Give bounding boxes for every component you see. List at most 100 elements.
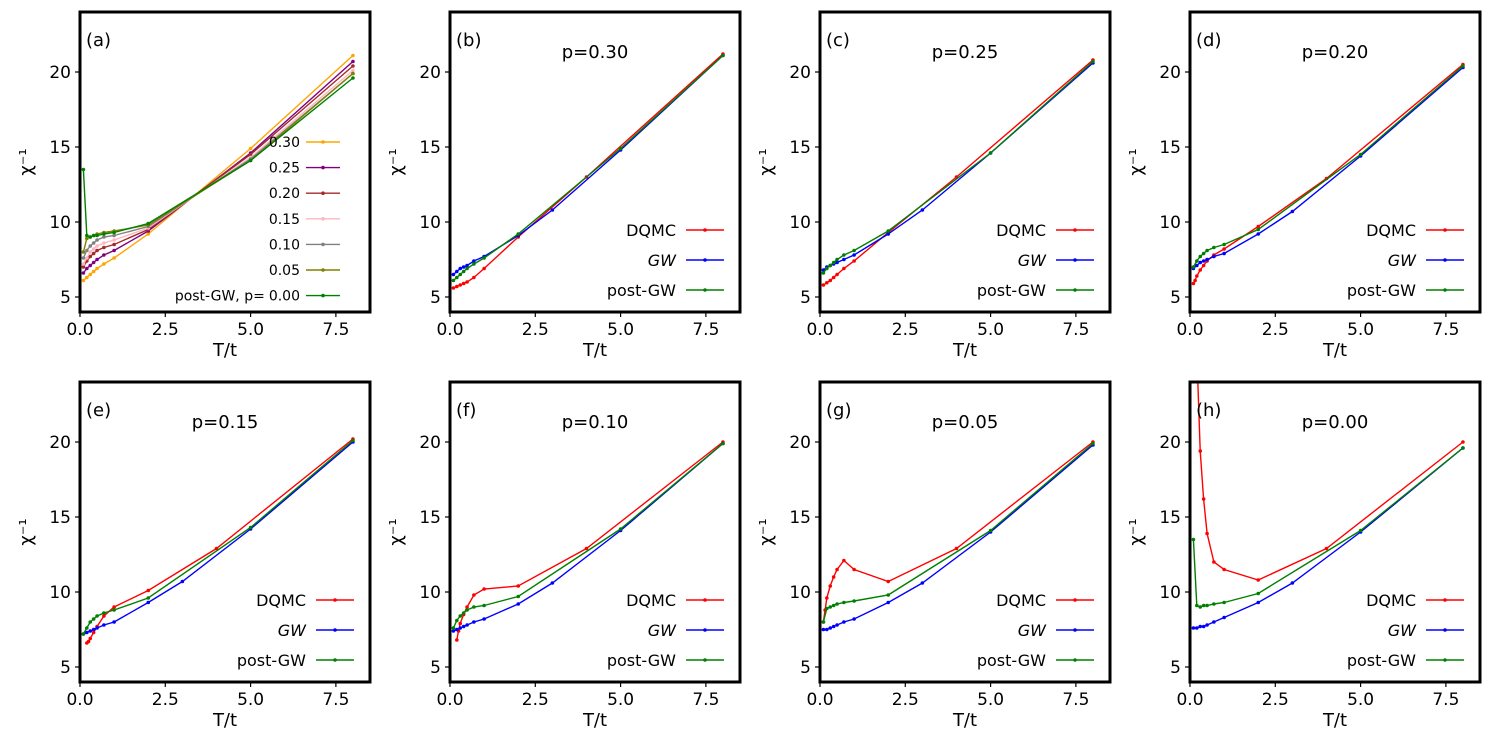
- series-0-00-point: [102, 232, 106, 236]
- series-0-20-point: [91, 251, 96, 256]
- series-post-gw-line: [452, 442, 724, 629]
- series-0-25-point: [95, 257, 99, 262]
- series-post-gw-point: [1358, 152, 1363, 157]
- series-0-25-point: [351, 59, 355, 64]
- series-post-gw-point: [451, 278, 456, 283]
- series-post-gw-point: [842, 600, 846, 605]
- series-post-gw-point: [465, 266, 469, 271]
- series-0-10-point: [88, 244, 93, 248]
- legend-entry-label: 0.20: [269, 186, 300, 202]
- series-gw-point: [1191, 626, 1196, 630]
- series-post-gw-point: [1091, 59, 1095, 64]
- y-tick-label: 10: [49, 583, 71, 603]
- legend-marker: [321, 242, 325, 247]
- series-dqmc-point: [828, 584, 833, 588]
- series-gw-point: [472, 259, 476, 263]
- series-post-gw-point: [1461, 446, 1465, 450]
- series-0-15-point: [351, 68, 355, 73]
- series-post-gw-point: [102, 611, 106, 615]
- y-tick-label: 10: [419, 213, 441, 233]
- x-axis-label: T/t: [212, 340, 237, 361]
- panel-a: 0.0 2.5 5.0 7.5 5 10 15 20 T/t χ⁻¹ (a) 0.30 0.25 0.20…: [16, 10, 372, 361]
- y-tick-label: 20: [1159, 63, 1181, 83]
- plot-frame: [78, 10, 372, 314]
- y-tick-label: 10: [789, 213, 811, 233]
- series-dqmc-point: [516, 584, 521, 588]
- series-post-gw-point: [821, 271, 826, 275]
- series-0-25-point: [88, 263, 93, 268]
- series-dqmc-point: [102, 614, 106, 618]
- series-0-20-point: [351, 64, 355, 68]
- y-tick-label: 15: [1159, 508, 1181, 528]
- series-dqmc-point: [1195, 274, 1199, 278]
- y-tick-label: 20: [789, 433, 811, 453]
- panel-title: p=0.05: [932, 412, 999, 433]
- series-gw-point: [920, 581, 925, 585]
- series-0-00-point: [95, 233, 99, 238]
- x-axis-label: T/t: [1322, 710, 1347, 731]
- series-0-30-point: [88, 272, 93, 277]
- series-dqmc-point: [842, 266, 846, 271]
- series-post-gw-point: [1191, 537, 1196, 542]
- series-post-gw-point: [1222, 600, 1226, 605]
- legend-entry-label: 0.15: [269, 212, 300, 228]
- series-post-gw-point: [88, 620, 93, 624]
- series-dqmc-line: [1197, 382, 1464, 581]
- series-post-gw-point: [472, 605, 476, 609]
- series-gw-point: [1290, 209, 1295, 214]
- y-axis-label: χ⁻¹: [756, 148, 777, 175]
- series-gw-point: [828, 626, 833, 630]
- series-0-25-point: [112, 248, 116, 253]
- series-dqmc-point: [828, 278, 833, 283]
- legend-entry-label: GW: [648, 251, 677, 270]
- series-0-30-point: [95, 266, 99, 271]
- series-dqmc-point: [86, 639, 91, 644]
- x-tick-label: 5.0: [607, 690, 634, 710]
- y-tick-label: 20: [49, 63, 71, 83]
- series-gw-point: [455, 627, 459, 632]
- plot-area: [821, 58, 1095, 287]
- series-post-gw-point: [988, 151, 993, 155]
- plot-area: [81, 53, 355, 283]
- series-gw-point: [461, 265, 466, 269]
- series-0-15-point: [81, 262, 86, 266]
- series-post-gw-point: [85, 626, 89, 630]
- y-tick-label: 10: [1159, 213, 1181, 233]
- series-gw-point: [85, 630, 89, 635]
- series-dqmc-point: [461, 281, 466, 286]
- panel-e: 0.0 2.5 5.0 7.5 5 10 15 20 T/t χ⁻¹ (e) p=0.15 DQMC GW…: [16, 380, 372, 731]
- series-gw-point: [112, 620, 116, 624]
- plot-frame: [1188, 380, 1482, 684]
- legend-marker: [1443, 228, 1447, 232]
- series-post-gw-point: [461, 269, 466, 274]
- series-dqmc-point: [451, 286, 456, 290]
- series-post-gw-point: [1198, 605, 1203, 609]
- legend-marker: [333, 598, 337, 602]
- series-gw-point: [852, 253, 856, 257]
- y-tick-label: 5: [60, 658, 71, 678]
- legend-entry-label: 0.25: [269, 161, 300, 177]
- panel-b: 0.0 2.5 5.0 7.5 5 10 15 20 T/t χ⁻¹ (b) p=0.30 DQMC GW…: [386, 10, 742, 361]
- panel-title: p=0.00: [1302, 412, 1369, 433]
- legend-marker: [703, 658, 707, 662]
- y-axis-label: χ⁻¹: [756, 518, 777, 545]
- legend-entry-label: post-GW, p= 0.00: [175, 289, 300, 305]
- plot-frame: [448, 380, 742, 684]
- series-post-gw-point: [351, 438, 355, 443]
- series-gw-point: [1198, 624, 1203, 629]
- series-dqmc-point: [472, 275, 476, 280]
- y-tick-label: 10: [49, 213, 71, 233]
- x-tick-label: 5.0: [1347, 690, 1374, 710]
- series-post-gw-point: [721, 441, 725, 446]
- series-post-gw-point: [1222, 242, 1226, 247]
- x-tick-label: 7.5: [1062, 690, 1089, 710]
- series-dqmc-point: [1212, 560, 1216, 564]
- series-post-gw-point: [821, 620, 826, 624]
- plot-area: [821, 440, 1095, 632]
- legend-marker: [1073, 628, 1077, 632]
- x-axis-label: T/t: [952, 710, 977, 731]
- series-0-30-point: [91, 269, 96, 274]
- series-gw-point: [1201, 259, 1206, 263]
- x-tick-label: 5.0: [607, 320, 634, 340]
